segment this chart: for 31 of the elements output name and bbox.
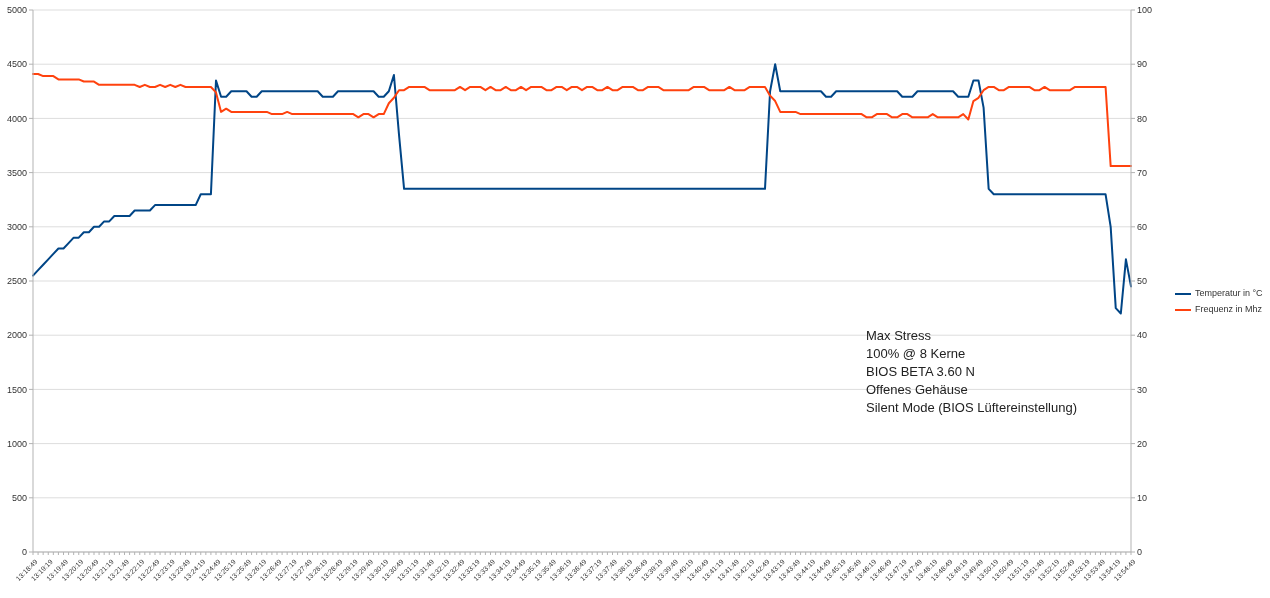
y-tick-label: 5000: [6, 5, 27, 16]
legend-label: Frequenz in Mhz: [1195, 304, 1263, 315]
y2-tick-label: 70: [1137, 167, 1148, 178]
legend-label: Temperatur in °C: [1195, 288, 1263, 299]
y-tick-label: 3500: [6, 167, 27, 178]
y-tick-label: 4500: [6, 59, 27, 70]
y2-tick-label: 0: [1137, 547, 1143, 558]
line-series: [32, 63, 1132, 315]
y-tick-label: 2000: [6, 330, 27, 341]
y-tick-label: 1000: [6, 438, 27, 449]
y-tick-label: 2500: [6, 276, 27, 287]
annotation: Silent Mode (BIOS Lüftereinstellung): [866, 399, 1077, 417]
y2-tick-label: 90: [1137, 59, 1148, 70]
y-tick-label: 4000: [6, 113, 27, 124]
annotation: Max Stress: [866, 327, 932, 345]
annotation: 100% @ 8 Kerne: [866, 345, 967, 363]
y2-tick-label: 40: [1137, 330, 1148, 341]
y-tick-label: 3000: [6, 222, 27, 232]
y2-tick-label: 30: [1137, 384, 1148, 395]
y2-tick-label: 50: [1137, 276, 1148, 287]
y2-tick-label: 20: [1137, 438, 1148, 449]
y2-tick-label: 10: [1137, 492, 1148, 503]
y-tick-label: 0: [21, 547, 27, 558]
y2-tick-label: 60: [1137, 222, 1148, 232]
line-series: [32, 72, 1132, 168]
y-tick-label: 1500: [6, 384, 27, 395]
annotation: BIOS BETA 3.60 N: [866, 363, 976, 381]
y-tick-label: 500: [11, 492, 27, 503]
y2-tick-label: 100: [1137, 5, 1153, 16]
y2-tick-label: 80: [1137, 113, 1148, 124]
annotation: Offenes Gehäuse: [866, 381, 969, 399]
